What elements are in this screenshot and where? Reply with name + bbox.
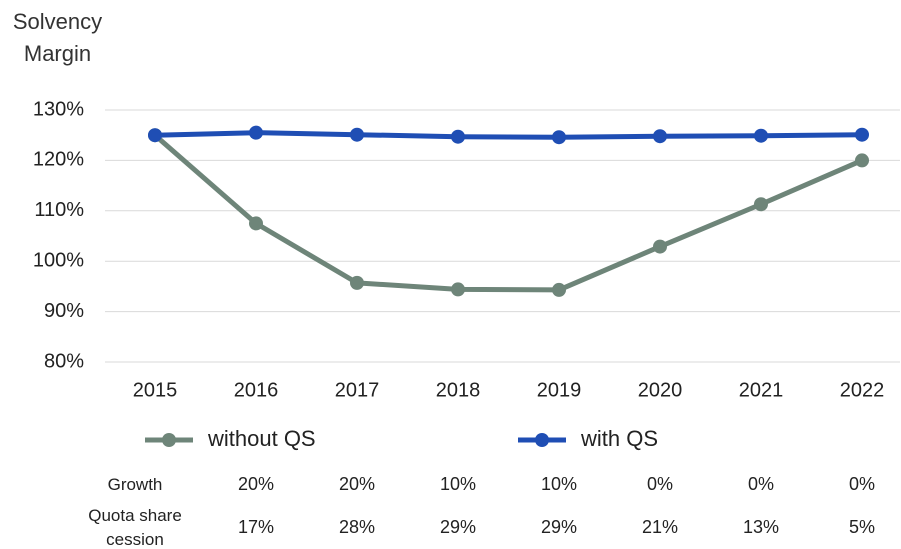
x-tick-label: 2020 — [638, 379, 683, 401]
table-cell: 20% — [238, 474, 274, 494]
x-tick-label: 2022 — [840, 379, 885, 401]
data-point — [552, 282, 566, 297]
data-point — [855, 127, 869, 142]
data-point — [653, 239, 667, 254]
y-tick-label: 120% — [33, 149, 84, 171]
table-cell: 28% — [339, 517, 375, 537]
legend-label: without QS — [207, 426, 316, 451]
table-cell: 20% — [339, 474, 375, 494]
data-point — [350, 127, 364, 142]
data-point — [754, 128, 768, 143]
legend-marker — [535, 433, 549, 447]
table-cell: 17% — [238, 517, 274, 537]
x-tick-label: 2015 — [133, 379, 178, 401]
data-point — [249, 216, 263, 231]
row-label: Quota share cession — [88, 506, 182, 549]
table-cell: 13% — [743, 517, 779, 537]
y-tick-label: 110% — [34, 199, 84, 221]
data-point — [148, 128, 162, 143]
x-tick-label: 2018 — [436, 379, 481, 401]
table-cell: 0% — [647, 474, 673, 494]
data-point — [350, 275, 364, 290]
legend-label: with QS — [580, 426, 658, 451]
data-point — [552, 130, 566, 145]
x-tick-label: 2016 — [234, 379, 279, 401]
x-tick-label: 2017 — [335, 379, 380, 401]
table-cell: 29% — [440, 517, 476, 537]
y-tick-label: 130% — [33, 98, 84, 120]
table-cell: 5% — [849, 517, 875, 537]
table-cell: 10% — [541, 474, 577, 494]
legend-marker — [162, 433, 176, 447]
series-line — [154, 130, 863, 140]
x-tick-label: 2019 — [537, 379, 582, 401]
table-cell: 10% — [440, 474, 476, 494]
x-tick-label: 2021 — [739, 379, 784, 401]
row-label: Growth — [107, 475, 163, 494]
series-line — [153, 133, 863, 293]
data-point — [855, 153, 869, 168]
y-tick-label: 80% — [44, 350, 84, 372]
data-point — [451, 282, 465, 297]
y-tick-label: 100% — [33, 249, 84, 271]
table-cell: 29% — [541, 517, 577, 537]
table-cell: 0% — [748, 474, 774, 494]
data-point — [249, 125, 263, 140]
data-point — [653, 129, 667, 144]
table-cell: 21% — [642, 517, 678, 537]
table-cell: 0% — [849, 474, 875, 494]
y-axis-label: Solvency Margin — [12, 9, 103, 66]
data-point — [754, 197, 768, 212]
y-tick-label: 90% — [44, 300, 84, 322]
data-point — [451, 129, 465, 144]
